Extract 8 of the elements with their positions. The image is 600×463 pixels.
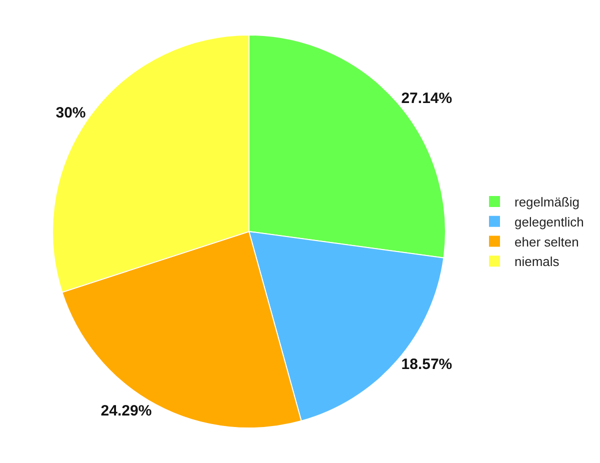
data-label: 18.57% — [401, 356, 452, 373]
legend-label: gelegentlich — [514, 214, 584, 230]
data-label: 27.14% — [401, 90, 452, 108]
data-label: 24.29% — [100, 402, 152, 420]
legend-label: eher selten — [514, 234, 579, 250]
legend-label: regelmäßig — [514, 194, 580, 210]
legend-label: niemals — [514, 254, 560, 270]
data-label: 30% — [56, 104, 86, 122]
